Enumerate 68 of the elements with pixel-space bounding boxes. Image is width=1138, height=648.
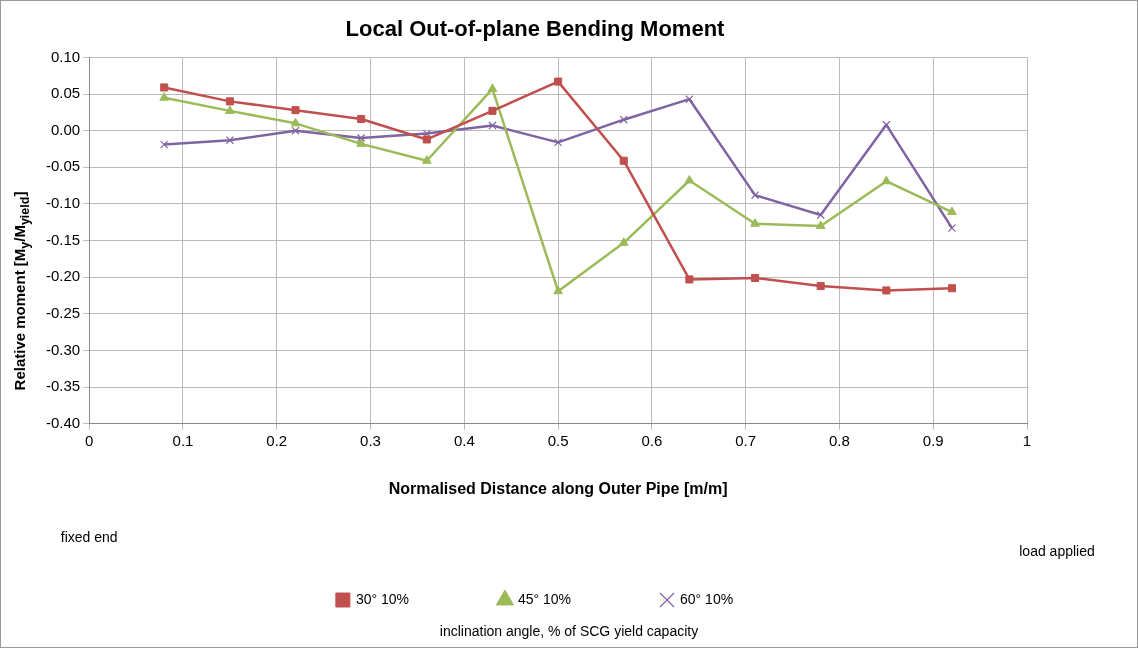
point (356, 138, 366, 147)
point (291, 126, 300, 135)
point (291, 106, 300, 115)
point (225, 136, 234, 145)
point (553, 138, 563, 147)
chart-title: Local Out-of-plane Bending Moment (345, 16, 726, 42)
point (422, 135, 431, 144)
legend-label: 45° 10% (517, 590, 572, 607)
point (750, 218, 760, 227)
x-tick-label: 0.9 (922, 431, 944, 449)
point (159, 92, 170, 101)
y-tick-label: -0.05 (45, 157, 81, 175)
y-tick-label: -0.30 (45, 340, 81, 358)
y-tick-label: -0.15 (45, 230, 81, 248)
point (290, 117, 301, 127)
x-tick-label: 0.8 (829, 431, 850, 449)
point (160, 83, 169, 92)
y-tick-label: -0.35 (45, 377, 81, 395)
point (684, 175, 695, 184)
point (488, 121, 497, 130)
text: fixed end (60, 528, 118, 545)
point (618, 237, 629, 246)
point (553, 285, 563, 295)
legend-title: inclination angle, % of SCG yield capacity (438, 623, 700, 639)
y-tick-label: -0.40 (45, 413, 81, 431)
y-tick-label: -0.10 (45, 194, 81, 212)
point (816, 282, 825, 291)
point (881, 175, 892, 185)
x-tick-label: 0.7 (735, 431, 757, 449)
point (225, 97, 234, 106)
x-tick-label: 0.2 (266, 431, 288, 449)
point (685, 275, 694, 284)
point (751, 273, 760, 283)
point (421, 155, 432, 164)
point (225, 105, 235, 114)
x-axis-title: Normalised Distance along Outer Pipe [m/m] (388, 479, 728, 497)
x-tick-label: 0.4 (453, 431, 475, 449)
y-tick-label: 0.00 (50, 120, 81, 138)
legend-label: 60° 10% (680, 590, 734, 607)
point (815, 220, 826, 229)
x-tick-label: 1 (1022, 431, 1032, 449)
point (619, 156, 628, 165)
y-tick-label: 0.10 (50, 47, 81, 65)
x-tick-label: 0.5 (547, 431, 569, 449)
point (685, 95, 694, 104)
legend-label: 30° 10% (355, 590, 409, 607)
x-tick-label: 0.1 (172, 431, 194, 449)
text: load applied (1019, 542, 1095, 559)
point (487, 83, 498, 92)
point (947, 224, 957, 233)
point (488, 106, 497, 115)
x-tick-label: 0.3 (360, 431, 381, 449)
point (882, 120, 891, 129)
point (357, 133, 366, 143)
point (882, 286, 891, 295)
point (947, 284, 957, 293)
point (816, 210, 825, 220)
point (554, 77, 563, 86)
y-tick-label: -0.20 (45, 267, 81, 285)
y-tick-label: -0.25 (45, 304, 81, 322)
y-tick-label: 0.05 (50, 84, 81, 102)
point (947, 206, 957, 216)
point (750, 191, 760, 200)
point (619, 115, 628, 124)
point (160, 140, 169, 149)
point (357, 114, 366, 123)
x-tick-label: 0.6 (641, 431, 663, 449)
x-tick-label: 0 (85, 431, 94, 449)
